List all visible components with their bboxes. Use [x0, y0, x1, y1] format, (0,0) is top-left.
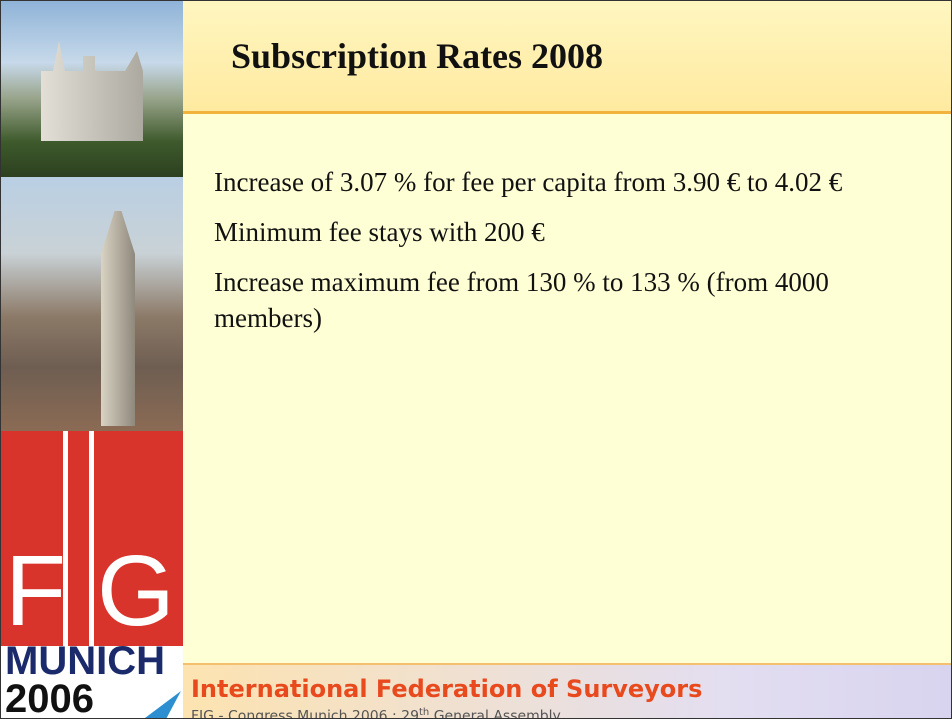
fig-logo: F G: [1, 431, 183, 646]
slide: F G MUNICH 2006 Subscription Rates 2008 …: [0, 0, 952, 719]
footer: International Federation of Surveyors FI…: [183, 663, 952, 719]
footer-event: FIG - Congress Munich 2006 : 29th Genera…: [191, 707, 561, 719]
city-photo: [1, 177, 183, 431]
logo-wing: [141, 691, 181, 719]
tower: [101, 211, 135, 426]
event-suffix: th: [419, 707, 429, 718]
logo-city: MUNICH: [5, 641, 165, 681]
event-text: General Assembly: [429, 709, 561, 719]
logo-letter: F: [5, 541, 66, 641]
bullet: Minimum fee stays with 200 €: [214, 214, 894, 250]
page: F G MUNICH 2006 Subscription Rates 2008 …: [0, 0, 952, 719]
bullet: Increase maximum fee from 130 % to 133 %…: [214, 264, 894, 336]
title-band: Subscription Rates 2008: [183, 1, 952, 114]
logo-year: 2006: [5, 679, 94, 719]
footer-organization: International Federation of Surveyors: [191, 675, 702, 703]
sidebar: F G MUNICH 2006: [1, 1, 183, 719]
event-text: FIG - Congress Munich 2006 : 29: [191, 709, 419, 719]
slide-body: Increase of 3.07 % for fee per capita fr…: [214, 164, 894, 350]
slide-title: Subscription Rates 2008: [231, 35, 603, 77]
logo-letter: G: [97, 541, 175, 641]
bullet: Increase of 3.07 % for fee per capita fr…: [214, 164, 894, 200]
castle-photo: [1, 1, 183, 177]
